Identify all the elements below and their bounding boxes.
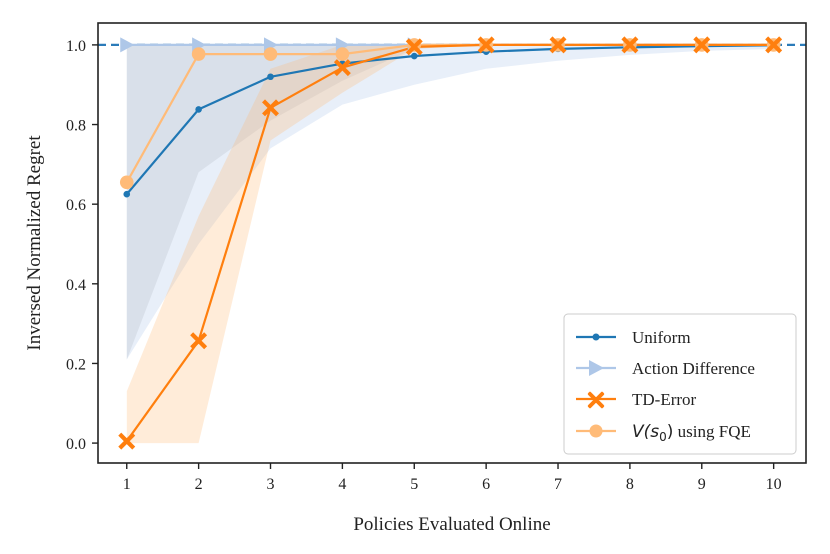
y-tick-label-4: 0.8: [66, 118, 86, 135]
point-v-s0-using-fqe-4: [335, 47, 350, 61]
legend-label-fqe: V(s0) using FQE: [632, 422, 751, 444]
point-v-s0-using-fqe-1: [119, 175, 134, 190]
point-td-error-6: [477, 36, 495, 54]
y-tick-label-1: 0.2: [66, 356, 86, 373]
legend-label-action-difference: Action Difference: [632, 359, 755, 378]
point-v-s0-using-fqe-3: [263, 47, 278, 61]
legend-box: [563, 313, 797, 455]
legend-label-fqe-math: V(s: [632, 422, 659, 442]
point-uniform-3: [267, 73, 274, 81]
x-tick-label-7: 7: [554, 476, 562, 493]
x-tick-label-10: 10: [766, 476, 782, 493]
legend-marker-uniform: [592, 333, 600, 341]
legend-label-fqe-close: ): [667, 422, 674, 442]
y-axis-ticks: 0.0 0.2 0.4 0.6 0.8 1.0: [66, 38, 98, 453]
x-tick-label-2: 2: [195, 476, 203, 493]
legend-marker-action-difference: [589, 360, 604, 376]
point-v-s0-using-fqe-2: [191, 47, 206, 61]
point-td-error-1: [118, 432, 136, 450]
point-td-error-10: [765, 36, 783, 54]
band-td-error: [126, 44, 774, 444]
plot-frame: [97, 22, 807, 464]
series-markers: [118, 36, 783, 450]
y-tick-label-2: 0.4: [66, 277, 86, 294]
x-axis-ticks: 1 2 3 4 5 6 7 8 9 10: [123, 463, 782, 493]
x-tick-label-1: 1: [123, 476, 131, 493]
legend-entry-fqe: V(s0) using FQE: [576, 422, 751, 444]
point-td-error-9: [693, 36, 711, 54]
legend-entry-action-difference: Action Difference: [576, 359, 755, 378]
x-axis-label: Policies Evaluated Online: [353, 514, 550, 535]
y-tick-label-0: 0.0: [66, 436, 86, 453]
legend-marker-fqe: [589, 424, 603, 438]
y-tick-label-3: 0.6: [66, 197, 86, 214]
point-uniform-5: [410, 52, 418, 60]
legend: Uniform Action Difference TD-Error V(s0)…: [563, 313, 797, 455]
x-tick-label-9: 9: [698, 476, 706, 493]
band-action-difference: [126, 44, 774, 360]
legend-label-fqe-sub: 0: [659, 430, 667, 444]
legend-marker-td-error: [587, 391, 605, 409]
x-tick-label-3: 3: [267, 476, 275, 493]
y-axis-label: Inversed Normalized Regret: [24, 135, 45, 351]
point-td-error-8: [621, 36, 639, 54]
x-tick-label-5: 5: [410, 476, 418, 493]
x-tick-label-8: 8: [626, 476, 634, 493]
legend-label-uniform: Uniform: [632, 328, 691, 347]
x-tick-label-4: 4: [338, 476, 346, 493]
x-tick-label-6: 6: [482, 476, 490, 493]
band-uniform: [126, 44, 774, 360]
point-td-error-2: [190, 332, 208, 350]
point-td-error-4: [333, 59, 351, 77]
series-line-td-error: [125, 43, 774, 442]
confidence-bands: [126, 44, 774, 444]
point-uniform-2: [195, 106, 202, 113]
legend-label-fqe-suffix: using FQE: [673, 422, 750, 441]
point-td-error-5: [405, 38, 423, 56]
series-lines: [125, 43, 774, 442]
series-line-uniform: [125, 44, 774, 195]
point-uniform-1: [123, 190, 131, 198]
point-action-difference-1: [120, 37, 135, 53]
point-td-error-7: [549, 36, 567, 54]
y-tick-label-5: 1.0: [66, 38, 86, 55]
legend-entry-uniform: Uniform: [576, 328, 691, 347]
legend-label-td-error: TD-Error: [632, 390, 697, 409]
point-td-error-3: [262, 99, 279, 117]
legend-entry-td-error: TD-Error: [576, 390, 697, 409]
